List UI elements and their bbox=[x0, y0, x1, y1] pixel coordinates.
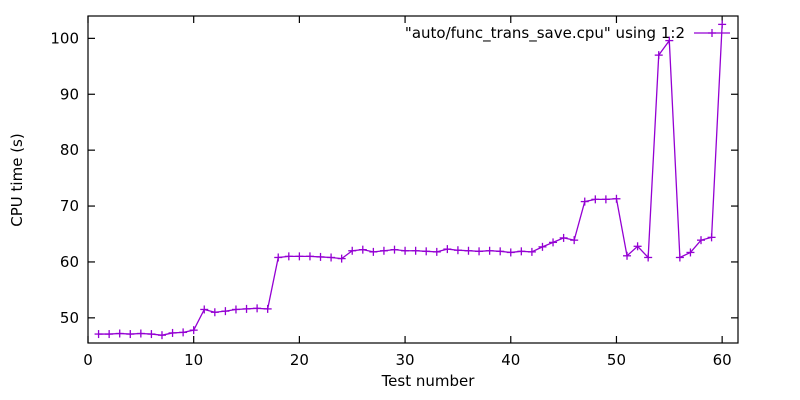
x-tick-label: 10 bbox=[184, 351, 203, 369]
plot-border bbox=[87, 15, 739, 344]
x-axis-label: Test number bbox=[381, 372, 476, 390]
y-tick-label: 50 bbox=[60, 309, 79, 327]
legend: "auto/func_trans_save.cpu" using 1:2 bbox=[405, 24, 730, 43]
legend-label-series-1: "auto/func_trans_save.cpu" using 1:2 bbox=[405, 24, 685, 43]
series-markers-1 bbox=[94, 20, 727, 340]
y-tick-label: 90 bbox=[60, 85, 79, 103]
x-tick-label: 30 bbox=[396, 351, 415, 369]
series-line-1 bbox=[98, 24, 723, 336]
x-tick-label: 40 bbox=[501, 351, 520, 369]
y-tick-label: 80 bbox=[60, 141, 79, 159]
x-tick-label: 20 bbox=[290, 351, 309, 369]
y-axis-label: CPU time (s) bbox=[8, 133, 26, 226]
y-tick-label: 100 bbox=[50, 29, 79, 47]
x-tick-label: 0 bbox=[83, 351, 93, 369]
x-tick-label: 60 bbox=[713, 351, 732, 369]
y-axis: 50 60 70 80 90 100 bbox=[50, 29, 738, 327]
data-series-group bbox=[94, 20, 727, 340]
x-tick-label: 50 bbox=[607, 351, 626, 369]
x-axis: 0 10 20 30 40 50 60 bbox=[83, 16, 732, 369]
legend-sample-line bbox=[694, 29, 730, 37]
y-tick-label: 70 bbox=[60, 197, 79, 215]
y-tick-label: 60 bbox=[60, 253, 79, 271]
